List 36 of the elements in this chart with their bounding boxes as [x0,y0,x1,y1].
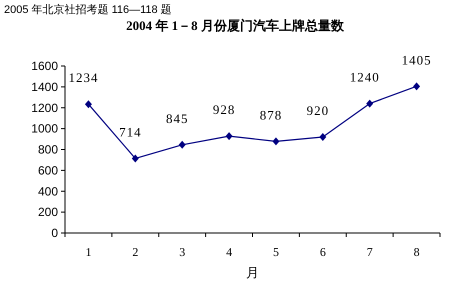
data-label: 878 [260,107,282,122]
y-tick-label: 0 [51,226,58,240]
point [84,100,92,108]
point [413,82,420,90]
x-tick-label: 3 [179,245,186,259]
point [132,154,139,162]
x-tick-label: 4 [226,245,232,259]
x-tick-label: 8 [414,245,420,259]
y-tick-label: 1200 [31,100,58,115]
data-label: 920 [306,102,330,118]
y-tick-label: 400 [38,184,58,198]
x-axis-title: 月 [246,265,259,280]
data-label: 1234 [68,70,98,86]
y-tick-label: 200 [38,205,58,220]
x-tick-label: 2 [132,245,138,259]
x-tick-label: 6 [320,245,326,259]
y-tick-label: 1000 [31,122,58,136]
x-tick-label: 7 [366,245,373,259]
point [226,132,233,140]
y-tick-label: 1600 [31,59,58,73]
data-label: 1405 [402,52,432,68]
y-tick-label: 600 [38,163,58,178]
data-label: 714 [119,124,142,140]
point [178,140,186,149]
text: 2005 年北京社招考题 116—118 题 [4,3,172,16]
point [319,132,326,141]
data-label: 928 [212,102,236,118]
x-tick-label: 5 [272,245,279,259]
x-tick-label: 1 [85,245,92,259]
y-tick-label: 1400 [31,80,58,94]
chart-title: 2004 年 1－8 月份厦门汽车上牌总量数 [126,18,345,33]
y-tick-label: 800 [38,142,58,156]
data-label: 845 [166,110,188,126]
point [366,100,374,108]
point [272,137,280,146]
data-label: 1240 [350,70,380,85]
